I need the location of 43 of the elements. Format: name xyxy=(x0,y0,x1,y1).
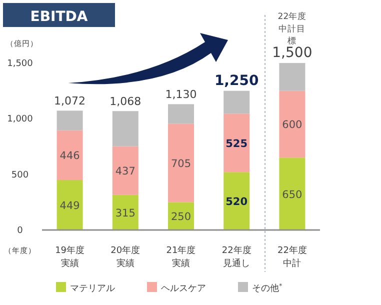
x-tick-label: 19年度実績 xyxy=(55,245,85,270)
legend-label: ヘルスケア xyxy=(161,284,206,294)
x-tick-label: 22年度見通し xyxy=(222,245,252,270)
bar xyxy=(279,90,306,158)
x-tick-label: 21年度実績 xyxy=(166,245,196,270)
bar xyxy=(112,194,138,230)
x-tick-label: 20年度実績 xyxy=(110,245,140,270)
text: 22年度中計目標 xyxy=(278,11,307,47)
total-label: 1,068 xyxy=(110,95,142,108)
bar xyxy=(279,158,306,230)
bar xyxy=(56,180,83,230)
y-tick-label: 1,000 xyxy=(7,114,34,125)
data-label: 437 xyxy=(115,166,136,178)
data-label: 600 xyxy=(282,119,302,132)
data-label: 705 xyxy=(170,158,192,170)
bar xyxy=(112,146,138,195)
data-label: 525 xyxy=(226,138,248,150)
bar xyxy=(56,130,83,180)
data-label: 449 xyxy=(60,200,80,212)
x-tick-label: 22年度中計 xyxy=(277,245,307,270)
legend-label: マテリアル xyxy=(70,284,115,294)
total-label: 1,250 xyxy=(214,72,259,89)
chart-title: EBITDA xyxy=(30,9,88,25)
bar xyxy=(224,172,250,230)
bar xyxy=(224,114,250,172)
bar xyxy=(168,124,194,202)
y-tick-label: 0 xyxy=(17,226,24,236)
total-label: 1,500 xyxy=(272,45,312,61)
y-tick-label: 1,500 xyxy=(7,59,34,69)
data-label: 315 xyxy=(115,207,136,220)
data-label: 650 xyxy=(282,188,302,201)
total-label: 1,072 xyxy=(54,94,86,108)
bar xyxy=(279,63,306,91)
bar xyxy=(56,110,83,130)
bar xyxy=(224,90,250,114)
data-label: 250 xyxy=(170,211,192,224)
y-tick-label: 500 xyxy=(11,170,29,180)
legend-label: その他$^{*}$ xyxy=(252,282,282,294)
bar xyxy=(168,104,194,124)
data-label: 520 xyxy=(226,196,248,208)
bar xyxy=(112,111,138,146)
data-label: 446 xyxy=(60,150,80,162)
total-label: 1,130 xyxy=(165,88,197,102)
